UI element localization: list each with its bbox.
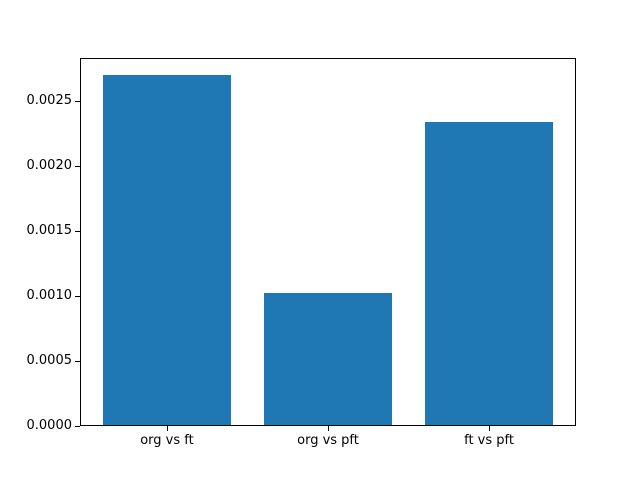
y-tick-label: 0.0025	[26, 92, 73, 108]
y-tick-label: 0.0020	[26, 157, 73, 173]
y-tick-mark	[75, 230, 80, 232]
x-tick-label: ft vs pft	[464, 433, 514, 448]
bar-org-vs-ft	[102, 74, 232, 426]
x-tick-label: org vs pft	[297, 433, 359, 448]
y-tick-mark	[75, 295, 80, 297]
y-tick-mark	[75, 165, 80, 167]
x-tick-mark	[489, 426, 491, 431]
y-tick-label: 0.0015	[26, 222, 73, 238]
y-tick-mark	[75, 360, 80, 362]
bar-ft-vs-pft	[424, 121, 554, 426]
y-tick-label: 0.0005	[26, 352, 73, 368]
y-tick-mark	[75, 100, 80, 102]
x-tick-mark	[166, 426, 168, 431]
x-tick-mark	[328, 426, 329, 431]
bar-org-vs-pft	[263, 293, 393, 426]
x-tick-label: org vs ft	[140, 433, 194, 448]
y-tick-label: 0.0010	[26, 287, 73, 303]
y-tick-label: 0.0000	[26, 418, 73, 433]
y-tick-mark	[75, 426, 80, 427]
